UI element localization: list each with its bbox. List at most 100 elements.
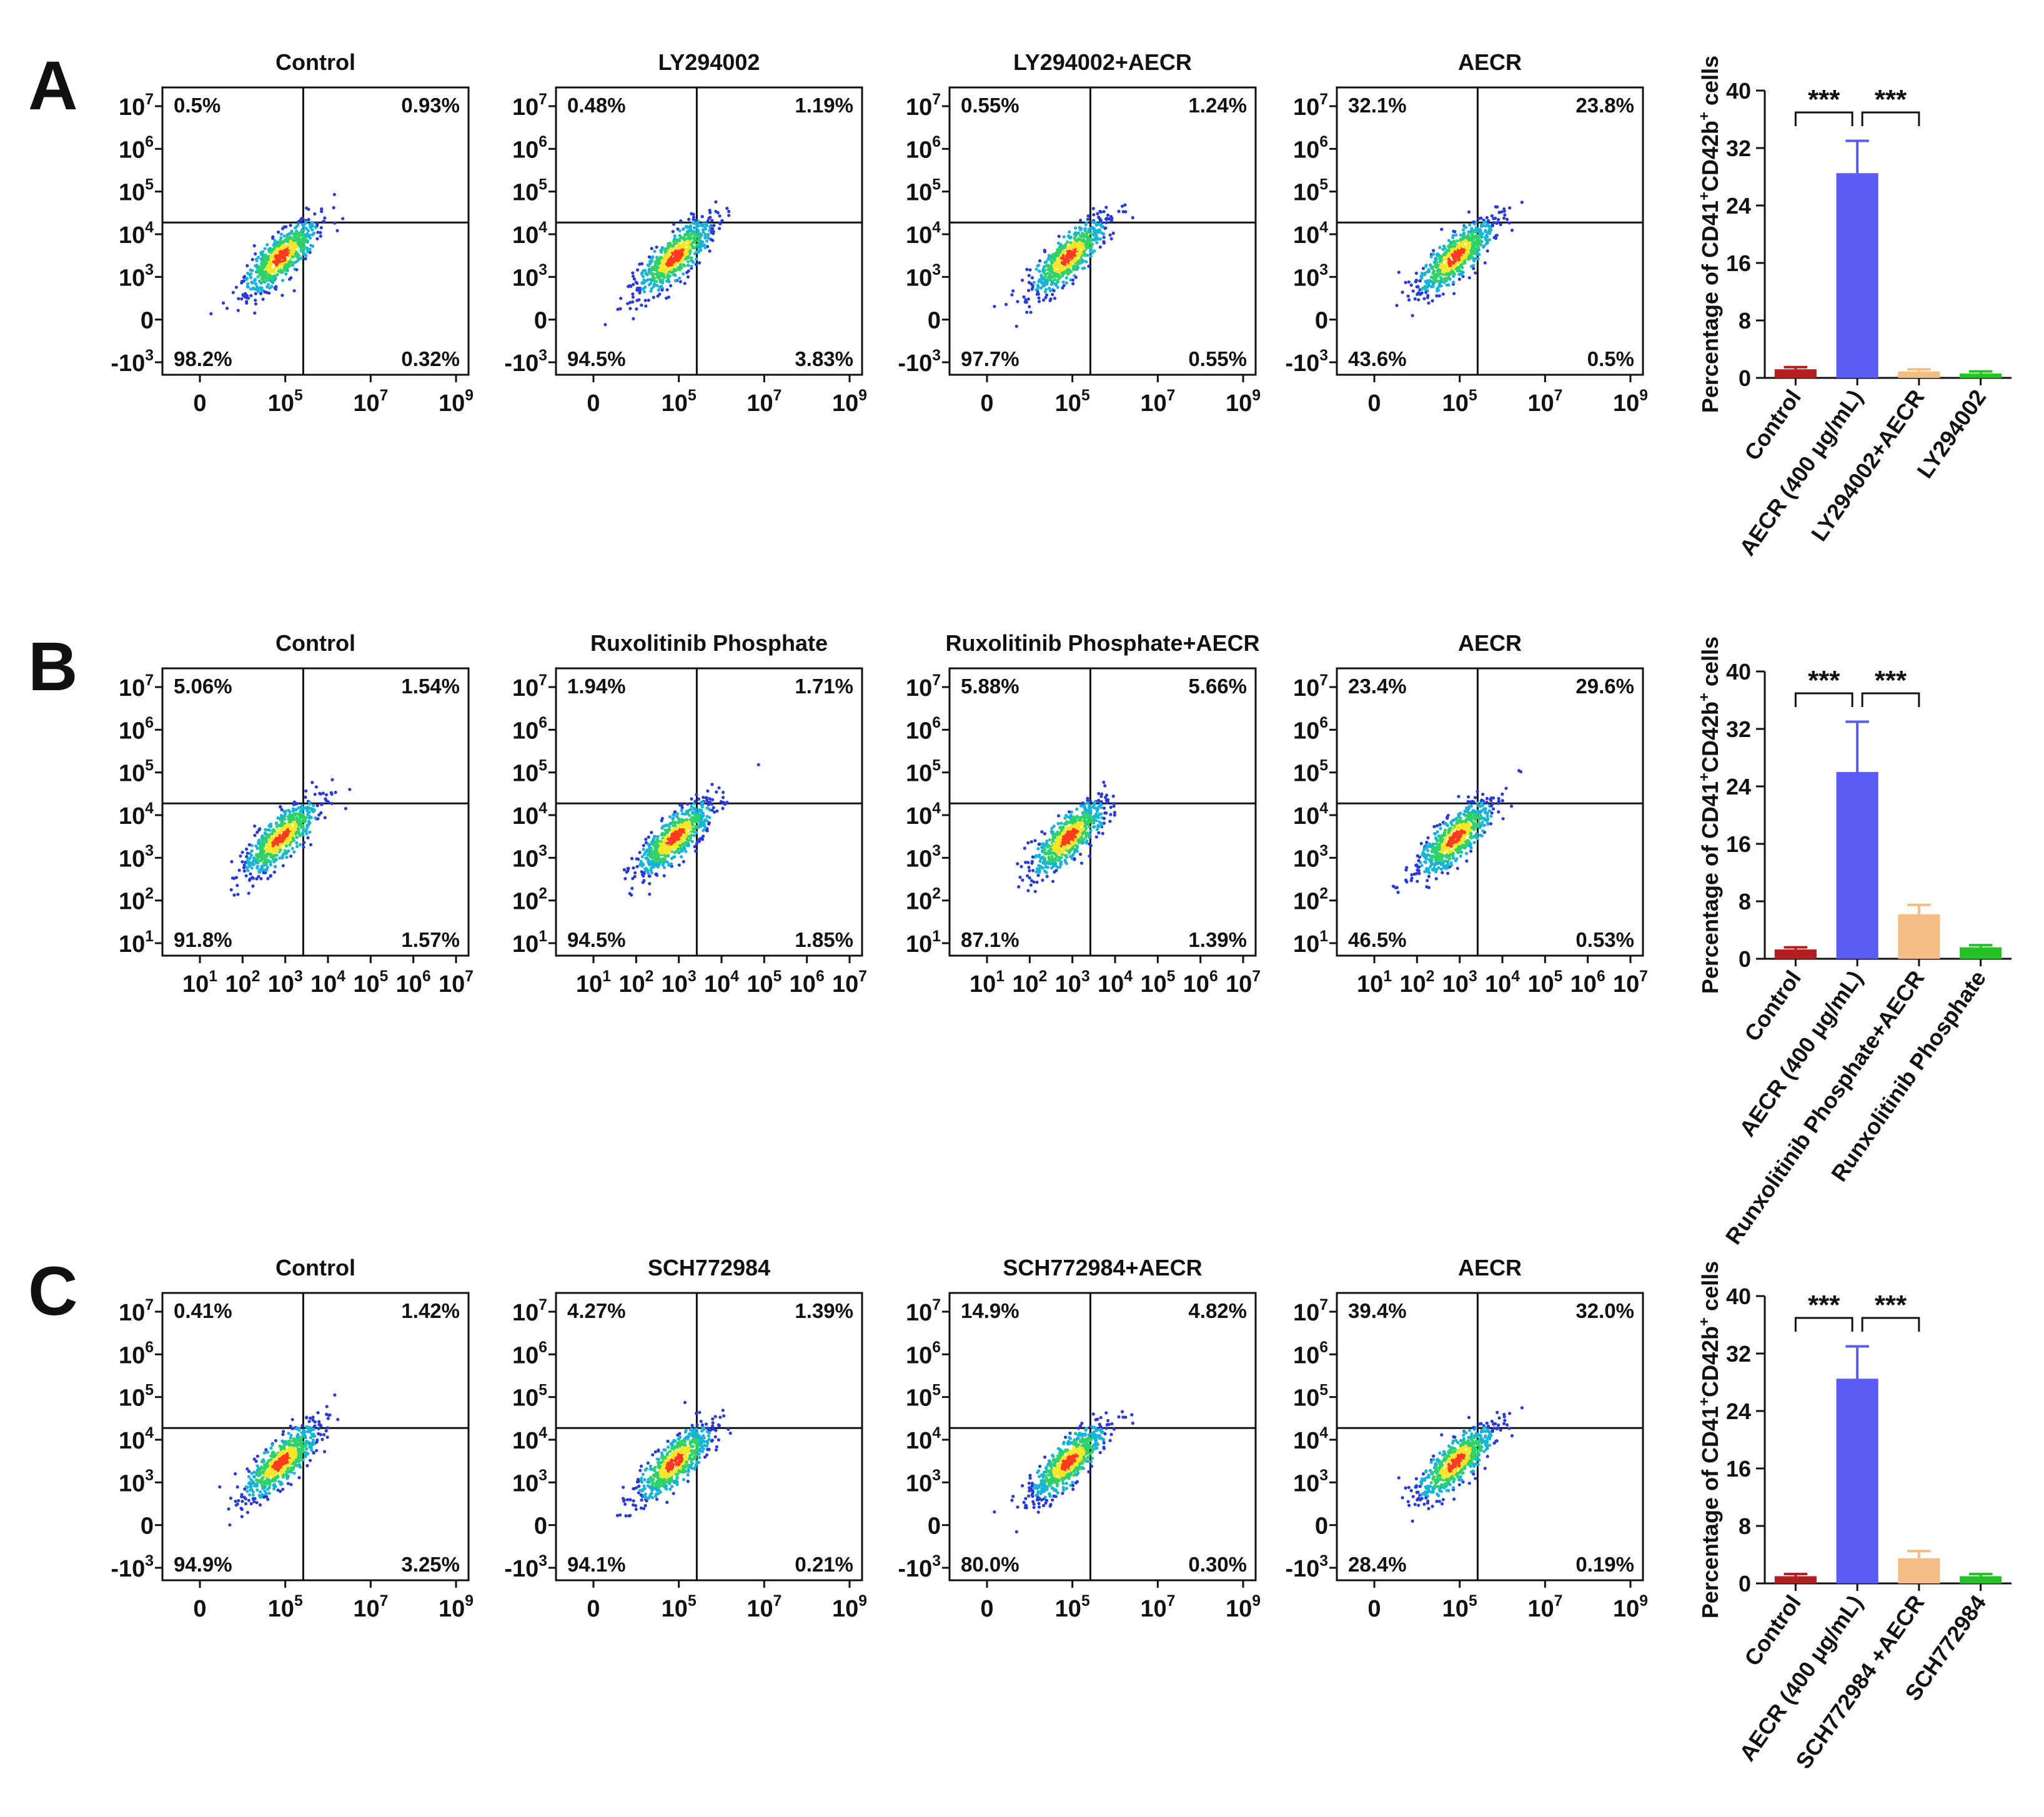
cell-dot (288, 814, 292, 818)
cell-dot (1053, 297, 1057, 300)
cell-dot (259, 877, 263, 881)
cell-dot (1041, 284, 1045, 288)
cell-dot (319, 230, 322, 235)
cell-dot (1099, 210, 1103, 214)
cell-dot (260, 866, 264, 871)
cell-dot (683, 812, 687, 816)
cell-dot (315, 804, 319, 808)
y-tick-label-exp: 6 (538, 715, 547, 731)
cell-dot (1414, 279, 1418, 282)
cell-dot (676, 238, 680, 242)
cell-dot (1492, 220, 1496, 225)
cell-dot (693, 844, 697, 848)
cell-dot (700, 800, 703, 804)
y-tick-label-base: 0 (534, 308, 547, 334)
cell-dot (1448, 267, 1452, 271)
cell-dot (267, 291, 271, 295)
cell-dot (688, 252, 692, 255)
cell-dot (1023, 300, 1027, 304)
y-tick-label: 106 (512, 715, 547, 744)
cell-dot (1095, 809, 1099, 813)
cell-dot (1094, 230, 1098, 234)
cell-dot (701, 228, 705, 232)
cell-dot (667, 838, 670, 841)
cell-dot (265, 276, 269, 280)
cell-dot (1452, 239, 1456, 243)
cell-dot (234, 285, 238, 289)
x-tick-label-base: 10 (1140, 390, 1166, 417)
cell-dot (672, 821, 675, 824)
cell-dot (273, 864, 277, 869)
cell-dot (1476, 238, 1479, 242)
cell-dot (667, 295, 671, 299)
cell-dot (280, 294, 284, 297)
x-tick-label-exp: 7 (773, 387, 782, 404)
cell-dot (1069, 270, 1073, 274)
cell-dot (1077, 241, 1081, 245)
cell-dot (276, 816, 280, 820)
cell-dot (643, 285, 647, 289)
cell-dot (632, 277, 637, 281)
cell-dot (1424, 285, 1428, 289)
cell-dot (652, 295, 655, 299)
y-axis-label: Percentage of CD41+CD42b+ cells (1696, 56, 1723, 413)
x-tick-label: 107 (439, 968, 474, 998)
cell-dot (623, 877, 627, 881)
cell-dot (247, 857, 251, 861)
cell-dot (1053, 278, 1056, 282)
x-tick-label: 109 (439, 387, 474, 417)
cell-dot (304, 789, 308, 793)
cell-dot (315, 223, 319, 227)
y-tick-label: 103 (119, 843, 154, 872)
cell-dot (257, 841, 260, 845)
cell-dot (1466, 250, 1469, 255)
cell-dot (695, 831, 698, 834)
cell-dot (668, 848, 673, 851)
cell-dot (655, 849, 658, 853)
cell-dot (670, 257, 674, 261)
cell-dot (1093, 237, 1097, 240)
cell-dot (631, 295, 635, 299)
cell-dot (1054, 283, 1058, 287)
cell-dot (1454, 233, 1458, 237)
cell-dot (1468, 223, 1472, 227)
cell-dot (1101, 831, 1104, 836)
cell-dot (673, 854, 677, 859)
cell-dot (1094, 835, 1098, 839)
cell-dot (1081, 231, 1084, 235)
cell-dot (656, 294, 660, 298)
x-tick-label-base: 10 (618, 971, 645, 998)
cell-dot (1432, 252, 1436, 256)
cell-dot (1036, 873, 1040, 877)
cell-dot (700, 215, 704, 219)
cell-dot (320, 802, 324, 806)
cell-dot (658, 846, 662, 851)
y-tick-label-base: 10 (1293, 222, 1319, 249)
cell-dot (670, 862, 673, 866)
cell-dot (1457, 268, 1461, 272)
cell-dot (1072, 268, 1076, 272)
y-tick-label: 104 (512, 800, 547, 829)
cell-dot (638, 291, 642, 295)
cell-dot (333, 221, 337, 225)
cell-dot (629, 284, 633, 289)
cell-dot (1106, 798, 1110, 802)
cell-dot (1112, 802, 1116, 806)
cell-dot (701, 813, 705, 818)
cell-dot (1081, 831, 1084, 835)
cell-dot (616, 307, 620, 311)
cell-dot (279, 829, 283, 833)
cell-dot (242, 863, 246, 867)
cell-dot (326, 800, 330, 804)
cell-dot (1027, 289, 1031, 292)
cell-dot (289, 831, 293, 835)
cell-dot (260, 267, 264, 270)
quadrant-upper-left: 5.88% (961, 675, 1020, 698)
y-tick-label: 107 (906, 672, 941, 701)
y-tick-label-exp: 5 (145, 758, 154, 775)
cell-dot (1087, 805, 1091, 809)
cell-dot (1092, 213, 1096, 217)
cell-dot (706, 219, 710, 223)
cell-dot (697, 808, 701, 812)
cell-dot (1076, 262, 1079, 265)
